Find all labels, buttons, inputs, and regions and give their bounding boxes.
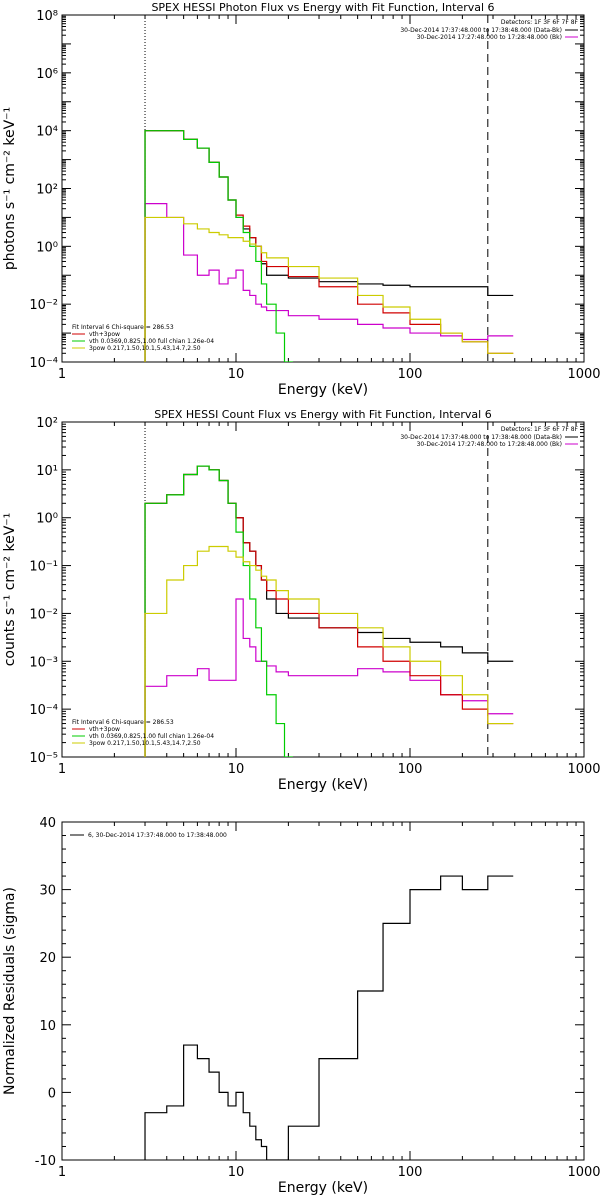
y-tick-label: 10⁰ [36,240,58,255]
x-tick-label: 1 [58,367,66,382]
y-tick-label: -10 [35,1154,56,1169]
y-tick-label: 0 [48,1086,56,1101]
y-tick-label: 10⁻⁵ [29,751,58,766]
fit-legend-label: vth 0.0369,0.825,1.00 full chian 1.26e-0… [89,733,214,740]
series-line-5 [144,216,514,362]
fit-legend-label: vth+3pow [89,331,120,338]
x-tick-label: 1 [58,762,66,777]
y-axis-label: Normalized Residuals (sigma) [2,887,18,1095]
y-tick-label: 10⁰ [36,512,58,527]
x-tick-label: 1000 [567,762,600,777]
x-tick-label: 100 [398,762,423,777]
y-tick-label: 10⁻¹ [29,560,58,575]
fit-info-header: Fit Interval 6 Chi-square = 286.53 [72,324,174,331]
y-tick-label: 40 [39,816,56,831]
y-tick-label: 10⁻⁴ [29,356,58,371]
chart-1: 1 10 100 1000 10⁻⁴ 10⁻² 10⁰ 10² 10⁴ 10⁶ 10⁸ SPEX HE… [2,1,600,398]
x-tick-label: 1 [58,1165,66,1180]
x-tick-label: 100 [398,367,423,382]
chart-2: 1 10 100 1000 10⁻⁵ 10⁻⁴ 10⁻³ 10⁻² 10⁻¹ 10⁰ 10¹ 10² S… [2,408,600,793]
y-tick-label: 10⁸ [36,9,58,24]
y-tick-label: 10² [36,183,58,198]
series-line-2 [144,203,514,362]
fit-legend-label: vth 0.0369,0.825,1.00 full chian 1.26e-0… [89,338,214,345]
series-line-3 [144,130,514,362]
x-tick-label: 100 [398,1165,423,1180]
x-tick-label: 10 [228,1165,245,1180]
fit-legend-label: vth+3pow [89,726,120,733]
x-tick-label: 10 [228,367,245,382]
plot-frame [61,14,585,363]
y-tick-label: 10⁶ [36,67,58,82]
plot-frame [61,421,585,758]
y-tick-label: 20 [39,951,56,966]
series-line-1 [144,875,514,1160]
y-tick-label: 10⁻² [29,298,58,313]
y-tick-label: 30 [39,884,56,899]
fit-legend-label: 3pow 0.217,1.50,10.1,5.43,14.7,2.50 [89,345,201,352]
series-line-3 [144,465,514,757]
x-axis-label: Energy (keV) [278,382,368,398]
y-tick-label: 10⁴ [36,125,58,140]
chart-title: SPEX HESSI Count Flux vs Energy with Fit… [154,408,491,421]
series-line-4 [144,465,293,757]
series-line-4 [144,130,293,362]
x-tick-label: 1000 [567,1165,600,1180]
series-line-1 [144,130,514,362]
header-time-range: 30-Dec-2014 17:27:48.000 to 17:28:48.000… [417,441,562,448]
y-tick-label: 10² [36,416,58,431]
y-axis-label: photons s⁻¹ cm⁻² keV⁻¹ [2,107,18,270]
fit-legend-label: 3pow 0.217,1.50,10.1,5.43,14.7,2.50 [89,740,201,747]
header-time-range: 30-Dec-2014 17:37:48.000 to 17:38:48.000… [400,434,562,441]
chart-3: 1 10 100 1000 -10 0 10 20 30 40 Energy (keV) Normal… [2,816,600,1196]
detectors-label: Detectors: 1F 3F 6F 7F 8F [501,19,579,26]
y-tick-label: 10⁻² [29,607,58,622]
y-tick-label: 10 [39,1019,56,1034]
header-time-range: 30-Dec-2014 17:37:48.000 to 17:38:48.000… [400,27,562,34]
header-time-range: 30-Dec-2014 17:27:48.000 to 17:28:48.000… [417,34,562,41]
y-tick-label: 10⁻³ [29,655,58,670]
x-tick-label: 1000 [567,367,600,382]
detectors-label: Detectors: 1F 3F 6F 7F 8F [501,426,579,433]
y-tick-label: 10¹ [36,464,58,479]
legend-label: 6, 30-Dec-2014 17:37:48.000 to 17:38:48.… [88,832,227,839]
y-tick-label: 10⁻⁴ [29,703,58,718]
series-line-1 [144,465,514,757]
x-tick-label: 10 [228,762,245,777]
plot-frame [61,821,585,1161]
x-axis-label: Energy (keV) [278,777,368,793]
chart-title: SPEX HESSI Photon Flux vs Energy with Fi… [151,1,494,14]
fit-info-header: Fit Interval 6 Chi-square = 286.53 [72,719,174,726]
x-axis-label: Energy (keV) [278,1180,368,1196]
series-line-5 [144,545,514,757]
y-axis-label: counts s⁻¹ cm⁻² keV⁻¹ [2,513,18,667]
